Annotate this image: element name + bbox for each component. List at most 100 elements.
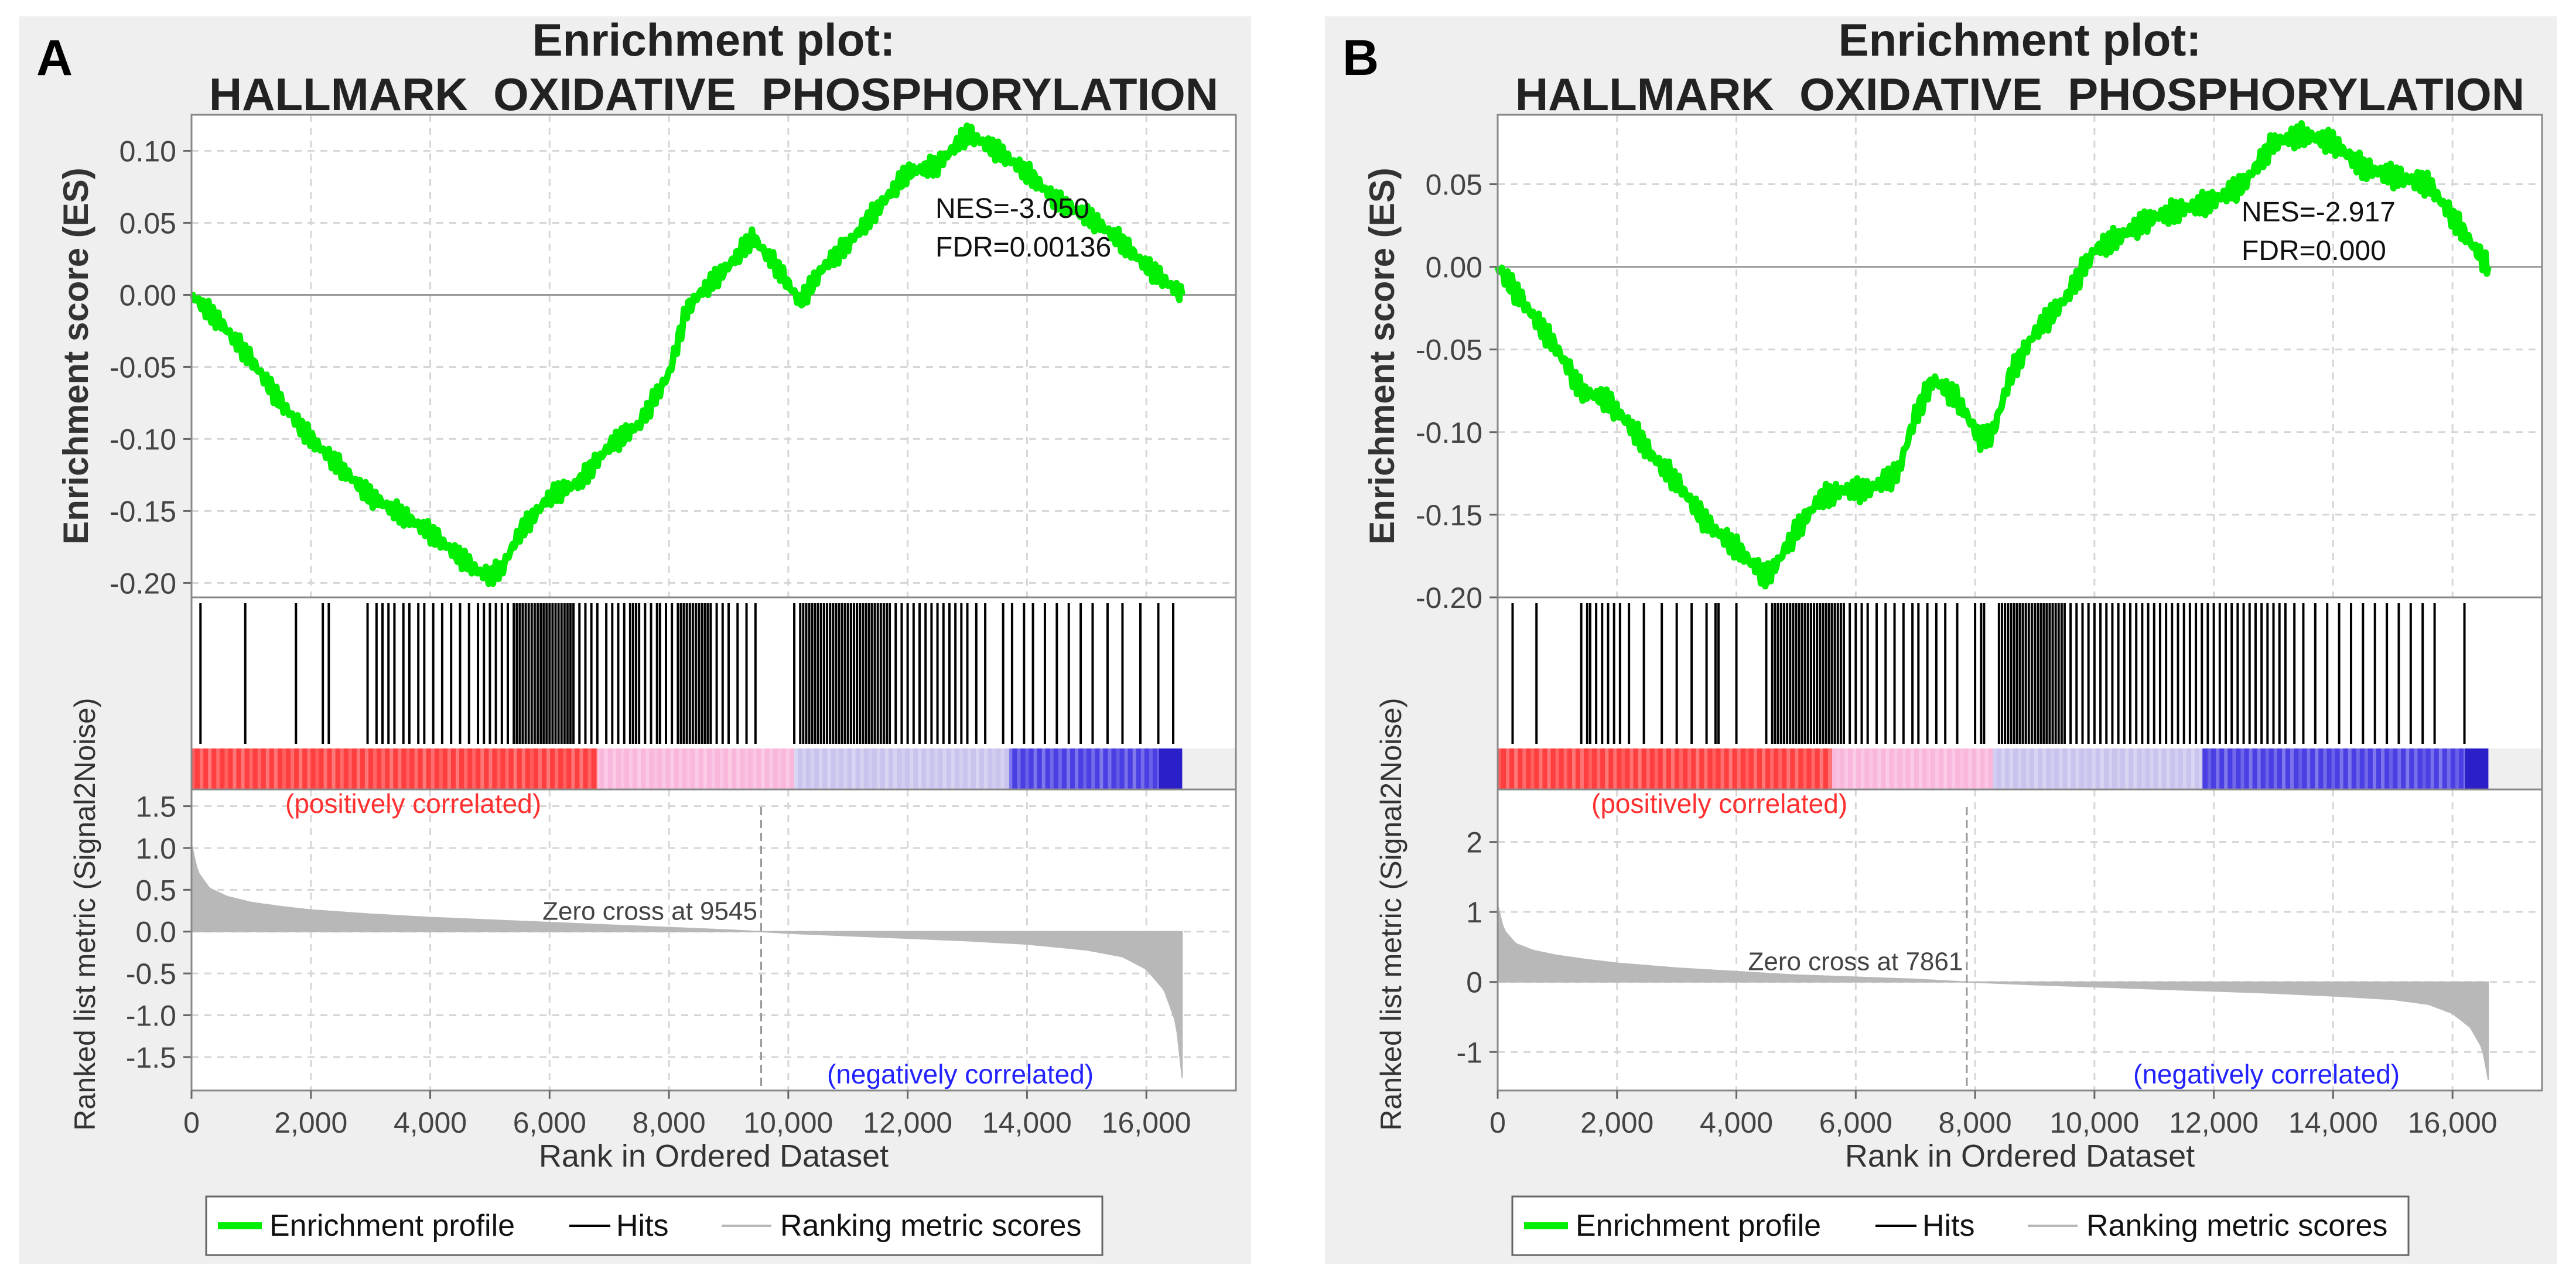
metric-y-tick-label: -0.5	[126, 958, 176, 990]
heatmap-stripe	[1124, 748, 1128, 789]
heatmap-stripe	[1902, 748, 1906, 789]
heatmap-stripe	[901, 748, 906, 789]
heatmap-stripe	[2083, 748, 2088, 789]
heatmap-stripe	[1679, 748, 1683, 789]
heatmap-stripe	[2166, 748, 2170, 789]
heatmap-stripe	[2372, 748, 2376, 789]
heatmap-stripe	[1745, 748, 1749, 789]
heatmap-stripe	[1926, 748, 1931, 789]
heatmap-stripe	[2331, 748, 2335, 789]
heatmap-stripe	[2348, 748, 2352, 789]
positively-correlated-label: (positively correlated)	[285, 788, 541, 819]
heatmap-stripe	[1728, 748, 1733, 789]
heatmap-stripe	[1514, 748, 1518, 789]
heatmap-stripe	[1108, 748, 1112, 789]
legend-metric-label: Ranking metric scores	[780, 1209, 1081, 1243]
metric-y-tick-label: 1.0	[135, 832, 176, 865]
heatmap-stripe	[852, 748, 856, 789]
metric-y-tick-label: 1.5	[135, 791, 176, 823]
heatmap-stripe	[654, 748, 658, 789]
heatmap-stripe	[579, 748, 583, 789]
heatmap-stripe	[2381, 748, 2385, 789]
es-y-axis-label: Enrichment score (ES)	[56, 167, 95, 545]
positively-correlated-label: (positively correlated)	[1591, 788, 1847, 819]
legend-hits-label: Hits	[616, 1209, 669, 1243]
es-y-tick-label: -0.15	[110, 495, 176, 528]
heatmap-stripe	[1050, 748, 1054, 789]
legend: Enrichment profile Hits Ranking metric sco…	[205, 1195, 1103, 1256]
heatmap-stripe	[1083, 748, 1087, 789]
metric-plot-frame	[190, 788, 1237, 1092]
x-tick-label: 6,000	[1819, 1106, 1892, 1139]
heatmap-stripe	[414, 748, 418, 789]
heatmap-stripe	[406, 748, 410, 789]
heatmap-stripe	[332, 748, 336, 789]
heatmap-stripe	[2430, 748, 2434, 789]
heatmap-stripe	[1869, 748, 1873, 789]
heatmap-stripe	[2438, 748, 2442, 789]
x-tick-label: 14,000	[982, 1106, 1072, 1139]
heatmap-stripe	[876, 748, 880, 789]
x-tick-label: 16,000	[1102, 1106, 1191, 1139]
heatmap-stripe	[1033, 748, 1037, 789]
x-tick-label: 0	[183, 1106, 200, 1139]
legend-profile-label: Enrichment profile	[269, 1209, 515, 1243]
heatmap-segment	[1993, 748, 2202, 789]
metric-y-tick-label: 0	[1466, 966, 1482, 999]
heatmap-stripe	[480, 748, 484, 789]
heatmap-stripe	[596, 748, 600, 789]
heatmap-segment	[597, 748, 795, 789]
heatmap-stripe	[893, 748, 897, 789]
heatmap-stripe	[1811, 748, 1815, 789]
heatmap-stripe	[1819, 748, 1823, 789]
x-tick-label: 8,000	[633, 1106, 706, 1139]
x-tick-label: 10,000	[2049, 1106, 2139, 1139]
heatmap-stripe	[1952, 748, 1956, 789]
heatmap-stripe	[1629, 748, 1634, 789]
heatmap-stripe	[2240, 748, 2244, 789]
heatmap-stripe	[2364, 748, 2368, 789]
heatmap-stripe	[274, 748, 278, 789]
legend-hits-label: Hits	[1922, 1209, 1975, 1243]
heatmap-stripe	[381, 748, 385, 789]
nes-fdr-annotation: NES=-2.917 FDR=0.000	[2242, 197, 2396, 266]
metric-y-axis-label: Ranked list metric (Signal2Noise)	[69, 698, 101, 1130]
heatmap-stripe	[2356, 748, 2360, 789]
heatmap-stripe	[2092, 748, 2096, 789]
heatmap-stripe	[1704, 748, 1708, 789]
heatmap-stripe	[984, 748, 988, 789]
heatmap-stripe	[529, 748, 534, 789]
heatmap-stripe	[2009, 748, 2013, 789]
heatmap-stripe	[2257, 748, 2261, 789]
heatmap-stripe	[323, 748, 327, 789]
heatmap-stripe	[2042, 748, 2047, 789]
es-y-tick-label: 0.00	[119, 279, 176, 312]
heatmap-stripe	[1091, 748, 1095, 789]
heatmap-stripe	[728, 748, 732, 789]
heatmap-stripe	[1827, 748, 1832, 789]
x-tick-label: 12,000	[2169, 1106, 2259, 1139]
x-tick-label: 16,000	[2408, 1106, 2498, 1139]
ranking-metric-area	[1497, 904, 2489, 1081]
heatmap-stripe	[241, 748, 245, 789]
heatmap-stripe	[422, 748, 426, 789]
x-tick-label: 4,000	[394, 1106, 467, 1139]
panel-b: B Enrichment plot:HALLMARK_OXIDATIVE_PHOS…	[1325, 14, 2557, 1264]
es-y-tick-label: 0.05	[119, 207, 176, 240]
heatmap-stripe	[1720, 748, 1724, 789]
heatmap-stripe	[563, 748, 567, 789]
heatmap-stripe	[2422, 748, 2426, 789]
heatmap-stripe	[497, 748, 501, 789]
heatmap-segment	[1498, 748, 1832, 789]
heatmap-stripe	[538, 748, 542, 789]
heatmap-stripe	[670, 748, 674, 789]
zero-cross-label: Zero cross at 9545	[542, 897, 757, 926]
heatmap-stripe	[761, 748, 765, 789]
metric-plot-frame	[1497, 788, 2543, 1092]
heatmap-stripe	[2026, 748, 2030, 789]
heatmap-stripe	[1498, 748, 1501, 789]
heatmap-stripe	[2265, 748, 2269, 789]
heatmap-stripe	[2315, 748, 2319, 789]
heatmap-stripe	[2323, 748, 2327, 789]
heatmap-stripe	[2150, 748, 2154, 789]
